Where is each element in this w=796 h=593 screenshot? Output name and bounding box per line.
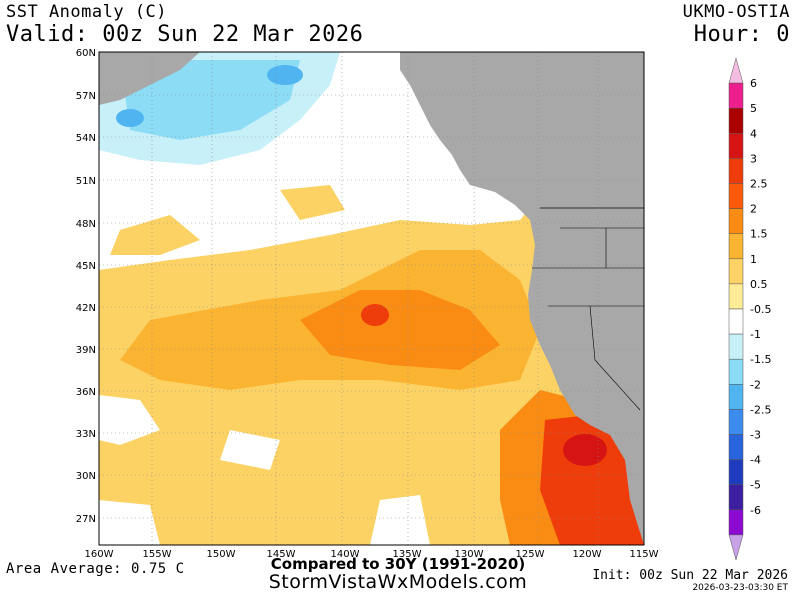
colorbar-swatch	[728, 107, 744, 134]
colorbar-swatch	[728, 258, 744, 285]
lon-label: 135W	[393, 549, 422, 560]
colorbar-label: 5	[750, 102, 757, 115]
colorbar-label: -6	[750, 504, 761, 517]
colorbar-swatch	[728, 82, 744, 109]
lat-label: 39N	[76, 345, 96, 356]
colorbar-label: 3	[750, 152, 757, 165]
lon-label: 155W	[143, 549, 172, 560]
alaska-land	[99, 52, 200, 105]
colorbar-label: -3	[750, 429, 761, 442]
colorbar-swatch	[728, 409, 744, 435]
lat-label: 51N	[76, 176, 96, 187]
neutral-gap	[220, 430, 280, 470]
model-name: UKMO-OSTIA	[682, 2, 790, 22]
lat-label: 57N	[76, 91, 96, 102]
generated-timestamp: 2026-03-23-03:30 ET	[692, 583, 788, 593]
cold-spot-west	[116, 109, 144, 127]
forecast-hour: Hour: 0	[693, 22, 790, 47]
map-title: SST Anomaly (C)	[6, 2, 168, 22]
lon-label: 140W	[331, 549, 360, 560]
colorbar-label: 1.5	[750, 228, 768, 241]
lon-label: 130W	[455, 549, 484, 560]
neutral-gap	[99, 395, 160, 445]
lon-label: 125W	[516, 549, 545, 560]
state-borders	[532, 227, 644, 411]
colorbar-label: 4	[750, 127, 757, 140]
colorbar-swatch	[728, 434, 744, 460]
lat-label: 60N	[76, 48, 96, 59]
colorbar-swatch	[728, 208, 744, 234]
colorbar-label: -2	[750, 378, 761, 391]
map-frame	[98, 51, 645, 546]
colorbar-label: -0.5	[750, 303, 771, 316]
colorbar-swatch	[728, 333, 744, 360]
colorbar-label: 1	[750, 253, 757, 266]
colorbar-swatch	[728, 534, 744, 561]
colorbar-label: 2.5	[750, 178, 768, 191]
colorbar-label: 2	[750, 203, 757, 216]
lon-label: 120W	[573, 549, 602, 560]
colorbar-label: -5	[750, 479, 761, 492]
colorbar-swatch	[728, 133, 744, 159]
lon-label: 150W	[207, 549, 236, 560]
hot-spot-socal	[563, 434, 607, 466]
lat-label: 30N	[76, 471, 96, 482]
site-watermark: StormVistaWxModels.com	[268, 571, 528, 593]
longitude-labels: 160W 155W 150W 145W 140W 135W 130W 125W …	[85, 549, 659, 560]
neutral-gap	[99, 500, 160, 545]
valid-time: Valid: 00z Sun 22 Mar 2026	[6, 22, 364, 47]
lon-label: 145W	[267, 549, 296, 560]
colorbar-label: -1	[750, 328, 761, 341]
lat-label: 45N	[76, 261, 96, 272]
colorbar-label: -2.5	[750, 403, 771, 416]
colorbar-swatch	[728, 233, 744, 260]
colorbar-swatch	[728, 308, 744, 335]
colorbar-swatch	[728, 358, 744, 385]
colorbar-swatch	[728, 459, 744, 485]
colorbar-swatch	[728, 484, 744, 511]
colorbar-swatch	[728, 183, 744, 209]
hot-spot-central	[361, 304, 389, 326]
colorbar-label: -4	[750, 454, 761, 467]
lat-label: 36N	[76, 387, 96, 398]
latitude-labels: 60N 57N 54N 51N 48N 45N 42N 39N 36N 33N …	[76, 48, 96, 525]
colorbar-swatch	[728, 283, 744, 310]
lat-label: 27N	[76, 514, 96, 525]
colorbar-swatch	[728, 57, 744, 84]
colorbar-swatch	[728, 158, 744, 184]
lon-label: 160W	[85, 549, 114, 560]
lat-label: 54N	[76, 133, 96, 144]
north-america-land	[400, 52, 644, 545]
warm-anomaly-core	[300, 290, 500, 370]
colorbar-swatch	[728, 384, 744, 410]
cool-anomaly-core	[120, 60, 300, 140]
lat-label: 48N	[76, 219, 96, 230]
lat-lon-grid	[99, 52, 644, 545]
neutral-gap	[370, 495, 430, 545]
colorbar-swatch	[728, 509, 744, 536]
colorbar-label: 6	[750, 77, 757, 90]
init-time: Init: 00z Sun 22 Mar 2026	[592, 568, 788, 583]
lat-label: 33N	[76, 429, 96, 440]
lat-label: 42N	[76, 303, 96, 314]
climatology-note: Compared to 30Y (1991-2020)	[270, 555, 526, 573]
colorbar-label: -1.5	[750, 353, 771, 366]
warm-patch	[110, 215, 200, 255]
area-average: Area Average: 0.75 C	[6, 561, 185, 577]
colorbar-label: 0.5	[750, 278, 768, 291]
lon-label: 115W	[630, 549, 659, 560]
warm-patch	[280, 185, 345, 220]
